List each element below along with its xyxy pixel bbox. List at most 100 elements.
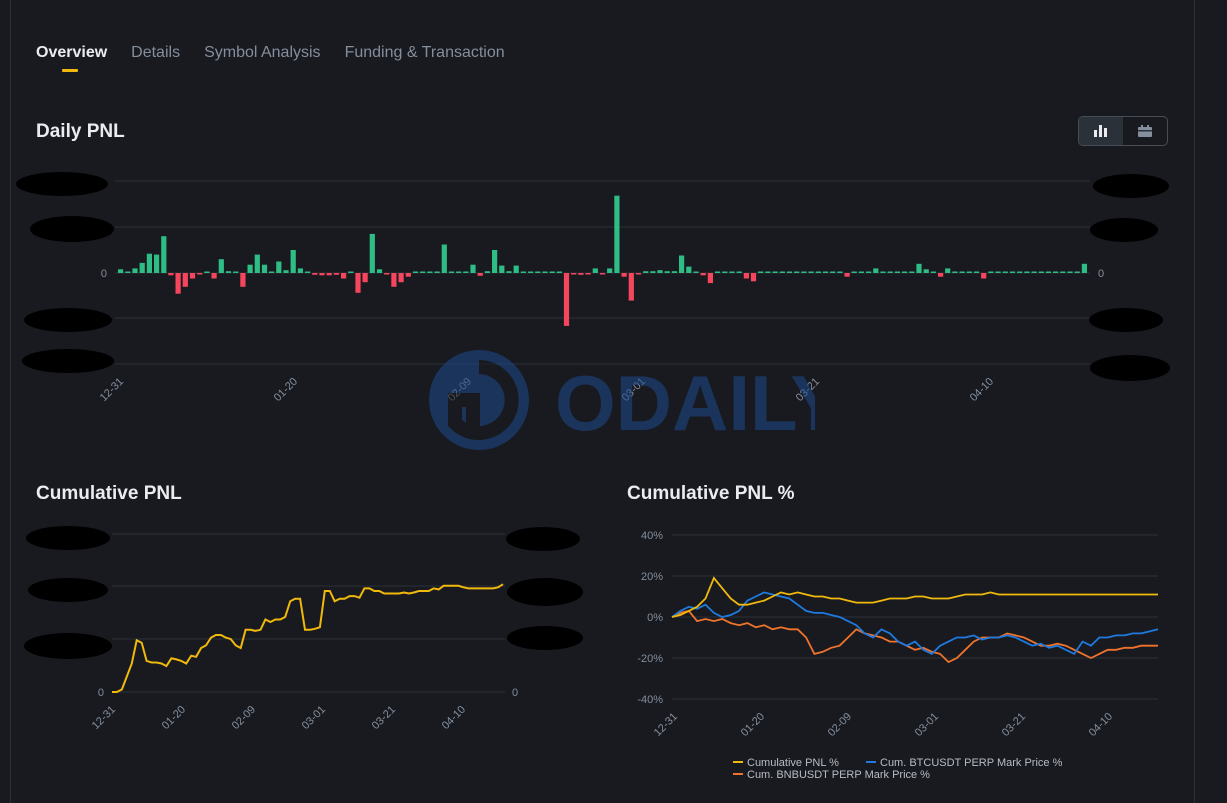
daily-pnl-bar[interactable] <box>412 271 419 274</box>
daily-pnl-bar[interactable] <box>434 271 440 274</box>
daily-pnl-bar[interactable] <box>283 270 289 273</box>
daily-pnl-bar[interactable] <box>513 265 519 273</box>
daily-pnl-bar[interactable] <box>765 271 771 274</box>
daily-pnl-bar[interactable] <box>528 271 534 274</box>
daily-pnl-bar[interactable] <box>492 250 498 273</box>
daily-pnl-bar[interactable] <box>1074 271 1080 274</box>
daily-pnl-bar[interactable] <box>743 273 749 279</box>
daily-pnl-bar[interactable] <box>139 262 145 273</box>
daily-pnl-bar[interactable] <box>607 268 613 273</box>
cumulative-pnl-pct-line[interactable] <box>671 576 1158 618</box>
daily-pnl-bar[interactable] <box>822 271 829 274</box>
daily-pnl-bar[interactable] <box>715 271 721 274</box>
daily-pnl-bar[interactable] <box>945 268 951 273</box>
daily-pnl-bar[interactable] <box>290 250 296 273</box>
daily-pnl-bar[interactable] <box>873 268 879 273</box>
daily-pnl-bar[interactable] <box>887 271 893 274</box>
daily-pnl-bar[interactable] <box>405 273 411 277</box>
daily-pnl-bar[interactable] <box>578 273 584 275</box>
cumulative-pnl-line[interactable] <box>112 583 504 693</box>
daily-pnl-bar[interactable] <box>1053 271 1059 274</box>
tab-funding-transaction[interactable]: Funding & Transaction <box>344 44 505 61</box>
daily-pnl-bar[interactable] <box>614 195 620 273</box>
daily-pnl-bar[interactable] <box>930 271 936 274</box>
daily-pnl-bar[interactable] <box>815 271 821 274</box>
daily-pnl-bar[interactable] <box>376 269 383 273</box>
daily-pnl-bar[interactable] <box>168 273 174 276</box>
daily-pnl-bar[interactable] <box>830 271 836 274</box>
daily-pnl-bar[interactable] <box>599 273 606 275</box>
daily-pnl-bar[interactable] <box>175 273 181 294</box>
daily-pnl-bar[interactable] <box>1017 271 1023 274</box>
daily-pnl-bar[interactable] <box>305 271 311 274</box>
daily-pnl-bar[interactable] <box>837 271 843 274</box>
daily-pnl-bar[interactable] <box>326 273 332 276</box>
daily-pnl-bar[interactable] <box>808 271 814 274</box>
daily-pnl-bar[interactable] <box>125 271 131 274</box>
bar-view-button[interactable] <box>1079 117 1123 145</box>
daily-pnl-bar[interactable] <box>916 263 922 273</box>
daily-pnl-bar[interactable] <box>398 273 404 283</box>
daily-pnl-bar[interactable] <box>693 271 699 274</box>
daily-pnl-bar[interactable] <box>628 273 634 301</box>
daily-pnl-bar[interactable] <box>348 271 354 274</box>
daily-pnl-bar[interactable] <box>772 271 778 274</box>
daily-pnl-bar[interactable] <box>736 271 742 274</box>
daily-pnl-bar[interactable] <box>1038 271 1044 274</box>
daily-pnl-bar[interactable] <box>204 271 210 274</box>
daily-pnl-bar[interactable] <box>247 264 253 273</box>
daily-pnl-bar[interactable] <box>132 268 138 273</box>
daily-pnl-bar[interactable] <box>276 261 282 274</box>
daily-pnl-bar[interactable] <box>952 271 958 274</box>
btcusdt-line[interactable] <box>671 591 1159 656</box>
daily-pnl-bar[interactable] <box>542 271 548 274</box>
daily-pnl-bar[interactable] <box>657 270 663 273</box>
daily-pnl-bar[interactable] <box>240 273 246 287</box>
daily-pnl-bar[interactable] <box>671 271 677 273</box>
daily-pnl-bar[interactable] <box>218 259 224 273</box>
daily-pnl-bar[interactable] <box>1067 271 1073 274</box>
daily-pnl-bar[interactable] <box>635 273 642 275</box>
daily-pnl-bar[interactable] <box>506 271 512 273</box>
daily-pnl-bar[interactable] <box>643 271 649 273</box>
daily-pnl-bar[interactable] <box>484 271 490 273</box>
daily-pnl-bar[interactable] <box>441 244 447 274</box>
daily-pnl-bar[interactable] <box>664 271 670 273</box>
daily-pnl-bar[interactable] <box>269 271 275 274</box>
daily-pnl-bar[interactable] <box>233 271 239 274</box>
daily-pnl-bar[interactable] <box>966 271 972 274</box>
daily-pnl-bar[interactable] <box>563 273 570 326</box>
daily-pnl-bar[interactable] <box>456 271 462 274</box>
daily-pnl-bar[interactable] <box>1009 271 1016 274</box>
daily-pnl-bar[interactable] <box>851 271 857 274</box>
daily-pnl-bar[interactable] <box>902 271 908 274</box>
daily-pnl-bar[interactable] <box>995 271 1001 274</box>
daily-pnl-bar[interactable] <box>585 273 591 275</box>
daily-pnl-bar[interactable] <box>801 271 807 274</box>
daily-pnl-bar[interactable] <box>988 271 994 274</box>
daily-pnl-bar[interactable] <box>520 271 526 274</box>
daily-pnl-bar[interactable] <box>938 273 944 277</box>
daily-pnl-bar[interactable] <box>866 271 872 274</box>
daily-pnl-bar[interactable] <box>470 264 476 273</box>
daily-pnl-bar[interactable] <box>1024 271 1030 274</box>
tab-symbol-analysis[interactable]: Symbol Analysis <box>204 44 321 61</box>
daily-pnl-bar[interactable] <box>679 255 685 274</box>
daily-pnl-bar[interactable] <box>146 253 152 273</box>
daily-pnl-bar[interactable] <box>427 271 433 274</box>
daily-pnl-bar[interactable] <box>448 271 455 274</box>
daily-pnl-bar[interactable] <box>973 271 980 274</box>
daily-pnl-bar[interactable] <box>722 271 728 274</box>
daily-pnl-bar[interactable] <box>923 269 929 273</box>
daily-pnl-bar[interactable] <box>981 273 987 279</box>
daily-pnl-bar[interactable] <box>729 271 735 274</box>
daily-pnl-bar[interactable] <box>556 271 562 274</box>
daily-pnl-bar[interactable] <box>592 268 598 273</box>
daily-pnl-bar[interactable] <box>1031 271 1037 274</box>
daily-pnl-bar[interactable] <box>369 233 375 273</box>
daily-pnl-bar[interactable] <box>254 254 260 273</box>
daily-pnl-bar[interactable] <box>384 273 390 275</box>
daily-pnl-bar[interactable] <box>189 273 196 279</box>
daily-pnl-bar[interactable] <box>571 273 577 275</box>
daily-pnl-bar[interactable] <box>1060 271 1066 274</box>
